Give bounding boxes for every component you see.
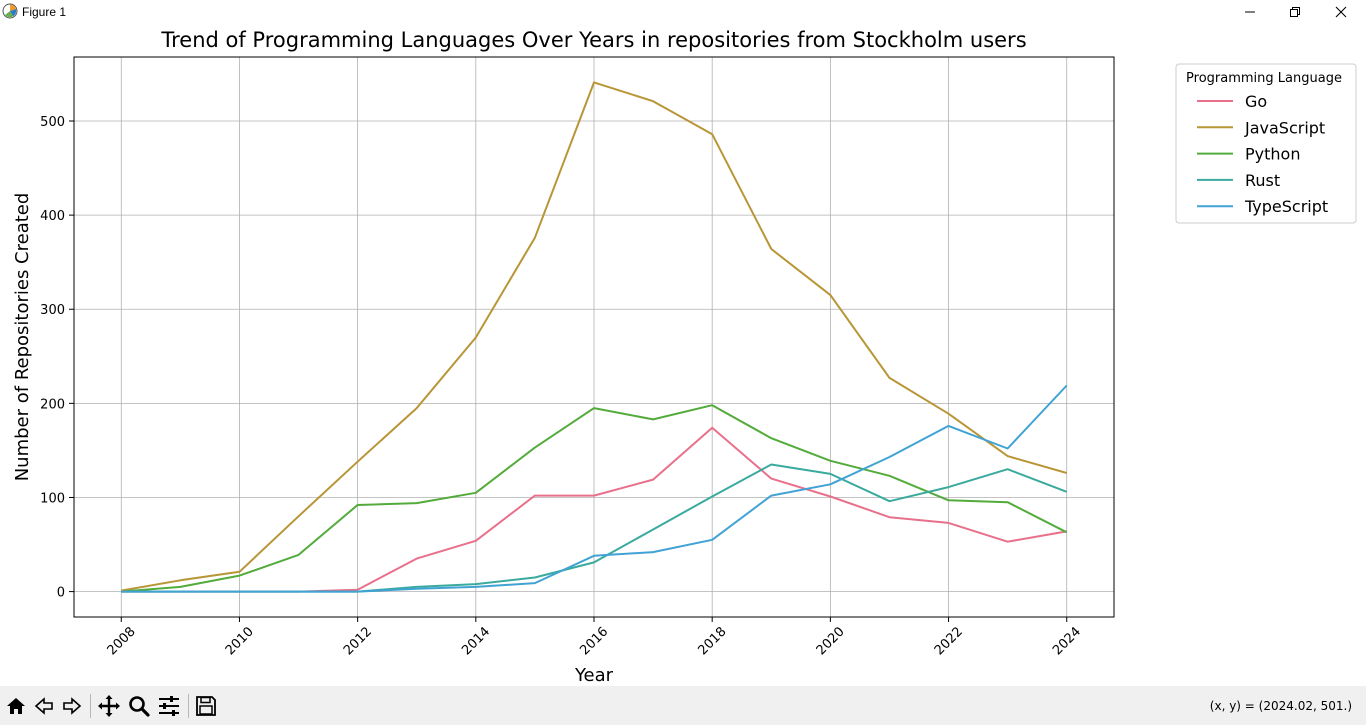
matplotlib-app-icon (2, 3, 18, 19)
x-axis-label: Year (574, 665, 614, 686)
x-tick-label: 2024 (1050, 624, 1084, 658)
minimize-button[interactable] (1227, 0, 1273, 24)
close-icon (1335, 6, 1347, 18)
legend-entry-javascript: JavaScript (1197, 118, 1325, 137)
x-tick-label: 2020 (814, 624, 848, 658)
legend-label: Go (1245, 92, 1267, 111)
legend-label: Python (1245, 145, 1300, 164)
window-title: Figure 1 (22, 5, 67, 19)
y-tick-label: 500 (40, 115, 65, 130)
x-tick-label: 2022 (932, 624, 966, 658)
y-tick-label: 100 (40, 491, 65, 506)
legend-entry-rust: Rust (1197, 171, 1280, 190)
minimize-icon (1245, 11, 1255, 13)
x-tick-label: 2010 (223, 624, 257, 658)
cursor-coordinates: (x, y) = (2024.02, 501.) (1209, 699, 1352, 713)
y-axis-ticks: 0 100 200 300 400 500 (40, 115, 74, 601)
x-tick-label: 2018 (696, 624, 730, 658)
x-tick-label: 2016 (577, 624, 611, 658)
grid-lines (74, 57, 1114, 617)
y-tick-label: 0 (57, 586, 65, 601)
line-chart: 2008 2010 2012 2014 2016 2018 2020 2022 2024 0 10… (12, 28, 1357, 686)
zoom-button[interactable] (127, 694, 151, 718)
legend-label: TypeScript (1244, 197, 1328, 216)
legend-entry-go: Go (1197, 92, 1267, 111)
legend-label: JavaScript (1244, 118, 1325, 137)
save-icon (196, 696, 216, 716)
figure-canvas[interactable]: 2008 2010 2012 2014 2016 2018 2020 2022 2024 0 10… (0, 24, 1366, 686)
home-button[interactable] (4, 694, 28, 718)
x-axis-ticks: 2008 2010 2012 2014 2016 2018 2020 2022 2024 (105, 617, 1084, 658)
legend-entries: Go JavaScript Python Rust TypeScript (1197, 92, 1328, 216)
configure-subplots-button[interactable] (157, 694, 181, 718)
legend-title: Programming Language (1186, 71, 1342, 86)
back-icon (34, 697, 53, 715)
back-button[interactable] (32, 694, 56, 718)
close-button[interactable] (1318, 0, 1364, 24)
restore-button[interactable] (1272, 0, 1318, 24)
series-line-python (121, 404, 1068, 593)
pan-button[interactable] (97, 694, 121, 718)
chart-title: Trend of Programming Languages Over Year… (160, 28, 1026, 52)
legend-entry-python: Python (1197, 145, 1300, 164)
x-tick-label: 2008 (105, 624, 139, 658)
legend-frame (1175, 63, 1357, 224)
home-icon (7, 698, 25, 714)
y-axis-label: Number of Repositories Created (12, 193, 33, 482)
forward-button[interactable] (60, 694, 84, 718)
x-tick-label: 2014 (459, 624, 493, 658)
series-line-javascript (121, 81, 1067, 592)
series-line-typescript (121, 384, 1068, 593)
zoom-icon (129, 696, 150, 717)
window-titlebar: Figure 1 (0, 0, 1366, 24)
pan-icon (98, 695, 120, 717)
toolbar-separator (188, 694, 189, 718)
x-tick-label: 2012 (341, 624, 375, 658)
restore-icon (1290, 7, 1300, 17)
y-tick-label: 200 (40, 397, 65, 412)
y-tick-label: 300 (40, 303, 65, 318)
configure-icon (159, 696, 179, 716)
forward-icon (63, 697, 82, 715)
save-button[interactable] (194, 694, 218, 718)
toolbar-separator (90, 694, 91, 718)
legend: Programming Language Go JavaScript Python R… (1175, 63, 1357, 224)
legend-entry-typescript: TypeScript (1197, 197, 1328, 216)
navigation-toolbar: (x, y) = (2024.02, 501.) (0, 686, 1366, 725)
series-lines (121, 81, 1068, 593)
legend-label: Rust (1245, 171, 1280, 190)
y-tick-label: 400 (40, 209, 65, 224)
